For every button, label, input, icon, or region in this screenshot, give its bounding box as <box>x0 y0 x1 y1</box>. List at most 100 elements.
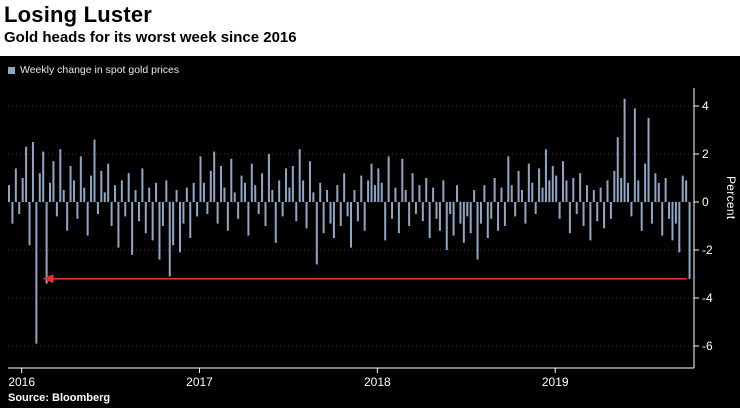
weekly-change-bar <box>633 108 636 202</box>
weekly-change-bar <box>90 175 93 202</box>
weekly-change-bar <box>103 192 106 202</box>
weekly-change-bar <box>278 180 281 202</box>
weekly-change-bar <box>555 175 558 202</box>
weekly-change-bar <box>456 185 459 202</box>
weekly-change-bar <box>196 202 199 217</box>
x-axis-year-label: 2017 <box>186 375 213 389</box>
weekly-change-bar <box>585 185 588 202</box>
weekly-change-bar <box>627 182 630 202</box>
weekly-change-bar <box>114 185 117 202</box>
weekly-change-bar <box>226 202 229 231</box>
weekly-change-bar <box>332 202 335 238</box>
weekly-change-bar <box>206 202 209 214</box>
weekly-change-bar <box>144 202 147 234</box>
weekly-change-bar <box>613 170 616 202</box>
weekly-change-bar <box>168 202 171 277</box>
weekly-change-bar <box>401 158 404 202</box>
weekly-change-bar <box>466 202 469 217</box>
weekly-change-bar <box>151 202 154 241</box>
weekly-change-bar <box>322 202 325 234</box>
y-axis-tick-label: -4 <box>702 291 713 305</box>
weekly-change-bar <box>473 190 476 202</box>
weekly-change-bar <box>534 202 537 214</box>
weekly-change-bar <box>326 190 329 202</box>
weekly-change-bar <box>223 187 226 202</box>
weekly-change-bar <box>438 202 441 231</box>
weekly-change-bar <box>620 178 623 202</box>
weekly-change-bar <box>285 168 288 202</box>
chart-canvas: 4 2 0 -2 -4 -6 2016 2017 2018 2019 <box>8 88 713 389</box>
weekly-change-bar <box>661 202 664 236</box>
weekly-change-bar <box>137 202 140 222</box>
weekly-change-bar <box>370 163 373 202</box>
weekly-change-bar <box>668 202 671 219</box>
weekly-change-bar <box>346 202 349 217</box>
weekly-change-bar <box>630 202 633 217</box>
source-attribution: Source: Bloomberg <box>8 392 111 404</box>
weekly-change-bar <box>363 202 366 231</box>
weekly-change-bar <box>291 166 294 202</box>
weekly-change-bar <box>124 202 127 217</box>
weekly-change-bar <box>274 202 277 243</box>
weekly-change-bar <box>394 187 397 202</box>
weekly-change-bar <box>538 168 541 202</box>
weekly-change-bar <box>18 202 21 214</box>
weekly-change-bar <box>55 202 58 217</box>
weekly-change-bar <box>391 202 394 219</box>
weekly-change-bar <box>254 185 257 202</box>
weekly-change-bar <box>120 180 123 202</box>
weekly-change-bar <box>216 202 219 224</box>
weekly-change-bar <box>117 202 120 248</box>
weekly-change-bar <box>250 163 253 202</box>
weekly-change-bar <box>8 185 10 202</box>
weekly-change-bar <box>233 192 236 202</box>
weekly-change-bar <box>189 202 192 238</box>
y-axis-tick-label: -6 <box>702 339 713 353</box>
weekly-change-bar <box>192 182 195 202</box>
weekly-change-bar <box>14 168 17 202</box>
weekly-change-bar <box>165 180 168 202</box>
weekly-change-bar <box>596 202 599 222</box>
weekly-change-bar <box>298 149 301 202</box>
weekly-change-bar <box>367 180 370 202</box>
weekly-change-bar <box>616 137 619 202</box>
weekly-change-bar <box>35 202 38 344</box>
weekly-change-bar <box>110 202 113 226</box>
weekly-change-bar <box>572 178 575 202</box>
weekly-change-bar <box>148 187 151 202</box>
weekly-change-bar <box>288 187 291 202</box>
weekly-change-bar <box>582 202 585 226</box>
bottom-strip <box>0 408 740 416</box>
weekly-change-bar <box>623 98 626 202</box>
y-axis-tick-label: 2 <box>702 147 709 161</box>
weekly-change-bar <box>343 173 346 202</box>
legend-label: Weekly change in spot gold prices <box>20 64 180 76</box>
weekly-change-bar <box>72 180 75 202</box>
weekly-change-bar <box>315 202 318 265</box>
weekly-change-bar <box>544 149 547 202</box>
weekly-change-bar <box>11 202 14 224</box>
weekly-change-bar <box>305 202 308 229</box>
y-axis-tick-label: -2 <box>702 243 713 257</box>
weekly-change-bar <box>428 202 431 238</box>
weekly-change-bar <box>640 202 643 231</box>
weekly-change-bar <box>483 185 486 202</box>
weekly-change-bar <box>261 173 264 202</box>
weekly-change-bar <box>469 202 472 234</box>
weekly-change-bar <box>42 151 45 202</box>
weekly-change-bar <box>350 202 352 248</box>
weekly-change-bar <box>329 202 332 224</box>
weekly-change-bar <box>462 202 465 243</box>
weekly-change-bar <box>38 173 41 202</box>
y-axis-title: Percent <box>724 176 738 220</box>
weekly-change-bar <box>155 182 158 202</box>
weekly-change-bar <box>281 202 284 217</box>
weekly-change-bar <box>445 202 448 250</box>
weekly-change-bar <box>568 202 571 234</box>
weekly-change-bar <box>172 202 175 246</box>
weekly-change-bar <box>387 156 390 202</box>
weekly-change-bar <box>500 187 503 202</box>
weekly-change-bar <box>404 190 407 202</box>
weekly-change-bar <box>86 202 89 236</box>
